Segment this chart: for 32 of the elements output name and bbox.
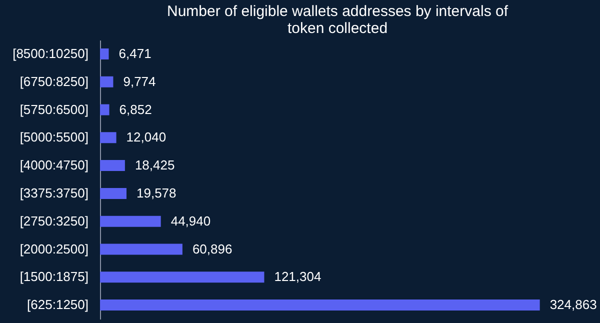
y-tick-label: [8500:10250]	[12, 46, 88, 61]
bar	[100, 132, 116, 144]
bar	[100, 300, 540, 311]
bar	[100, 160, 125, 172]
bar	[100, 244, 182, 255]
y-tick-label: [1500:1875]	[20, 269, 88, 284]
bar	[100, 188, 127, 199]
text: token collected	[287, 20, 388, 37]
text: Number of eligible wallets addresses by intervals of	[167, 3, 508, 20]
data-label: 12,040	[126, 130, 166, 145]
data-label: 44,940	[170, 213, 211, 228]
data-label: 121,304	[274, 269, 322, 284]
data-label: 60,896	[192, 241, 232, 256]
y-tick-label: [3375:3750]	[20, 185, 88, 200]
bar	[100, 104, 110, 116]
bar	[100, 272, 264, 283]
data-label: 19,578	[136, 185, 176, 200]
bar	[100, 48, 109, 60]
y-tick-label: [625:1250]	[27, 297, 88, 312]
bar	[100, 216, 161, 227]
y-tick-label: [6750:8250]	[20, 74, 88, 89]
data-label: 6,852	[119, 102, 152, 117]
data-label: 9,774	[123, 74, 156, 89]
data-label: 6,471	[118, 46, 152, 61]
bar	[100, 76, 114, 88]
y-tick-label: [4000:4750]	[20, 158, 88, 173]
data-label: 18,425	[134, 158, 175, 173]
y-tick-label: [5000:5500]	[20, 130, 88, 145]
y-tick-label: [2750:3250]	[20, 213, 88, 228]
data-label: 324,863	[550, 297, 597, 312]
y-tick-label: [5750:6500]	[20, 102, 88, 117]
y-tick-label: [2000:2500]	[20, 241, 88, 256]
